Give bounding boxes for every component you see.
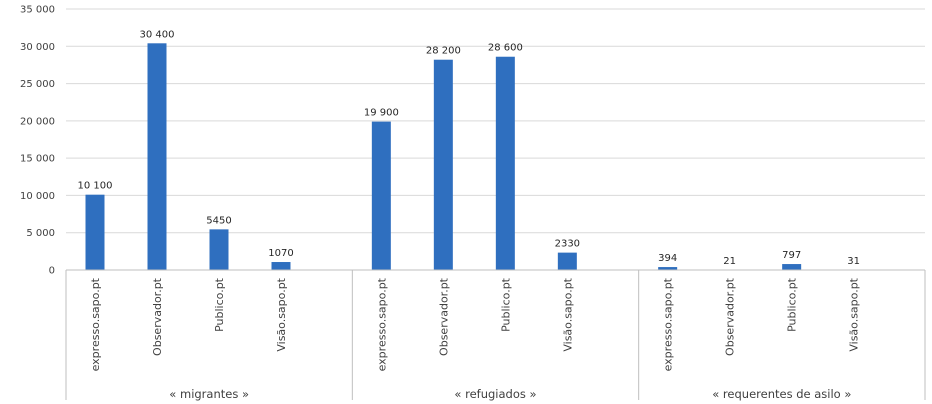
- group-label: « migrantes »: [169, 387, 249, 401]
- data-labels: 10 100 30 400 5450 1070 19 900 28 200 28 600 23…: [78, 29, 861, 267]
- category-axis: expresso.sapo.pt Observador.pt Publico.pt V…: [65, 269, 926, 401]
- bar: [557, 252, 577, 270]
- y-tick-label: 0: [49, 266, 55, 277]
- bar: [85, 194, 105, 270]
- y-tick-label: 10 000: [20, 191, 55, 202]
- data-label: 19 900: [364, 108, 399, 119]
- category-label: Observador.pt: [437, 277, 450, 356]
- bar: [147, 43, 167, 270]
- y-tick-label: 35 000: [20, 5, 55, 16]
- category-label: expresso.sapo.pt: [375, 277, 388, 371]
- category-label: expresso.sapo.pt: [89, 277, 102, 371]
- y-tick-label: 20 000: [20, 116, 55, 127]
- y-axis-ticks: 0 5 000 10 000 15 000 20 000 25 000 30 000 35 0…: [20, 5, 55, 277]
- category-label: Publico.pt: [213, 277, 226, 332]
- bar: [782, 264, 802, 270]
- data-label: 1070: [268, 248, 293, 259]
- category-label: Publico.pt: [786, 277, 799, 332]
- data-label: 30 400: [140, 29, 175, 40]
- bar: [209, 229, 229, 270]
- data-label: 10 100: [78, 181, 113, 192]
- y-tick-label: 25 000: [20, 79, 55, 90]
- group-label: « requerentes de asilo »: [712, 387, 851, 401]
- bar: [271, 262, 291, 270]
- data-label: 28 600: [488, 43, 523, 54]
- group-label: « refugiados »: [454, 387, 536, 401]
- y-tick-label: 5 000: [26, 228, 55, 239]
- bar: [433, 59, 453, 270]
- y-tick-label: 15 000: [20, 154, 55, 165]
- bars: [85, 43, 864, 271]
- category-label: Visão.sapo.pt: [275, 277, 288, 351]
- gridlines: [66, 8, 925, 234]
- data-label: 797: [782, 250, 801, 261]
- category-label: expresso.sapo.pt: [662, 277, 675, 371]
- data-label: 31: [847, 256, 860, 267]
- data-label: 2330: [555, 239, 580, 250]
- data-label: 28 200: [426, 46, 461, 57]
- data-label: 5450: [206, 215, 231, 226]
- data-label: 21: [723, 256, 736, 267]
- bar: [495, 56, 515, 271]
- category-label: Visão.sapo.pt: [561, 277, 574, 351]
- bar: [658, 267, 678, 270]
- category-label: Observador.pt: [151, 277, 164, 356]
- category-label: Publico.pt: [499, 277, 512, 332]
- category-label: Observador.pt: [724, 277, 737, 356]
- y-tick-label: 30 000: [20, 42, 55, 53]
- category-label: Visão.sapo.pt: [848, 277, 861, 351]
- data-label: 394: [658, 253, 677, 264]
- bar: [371, 121, 391, 270]
